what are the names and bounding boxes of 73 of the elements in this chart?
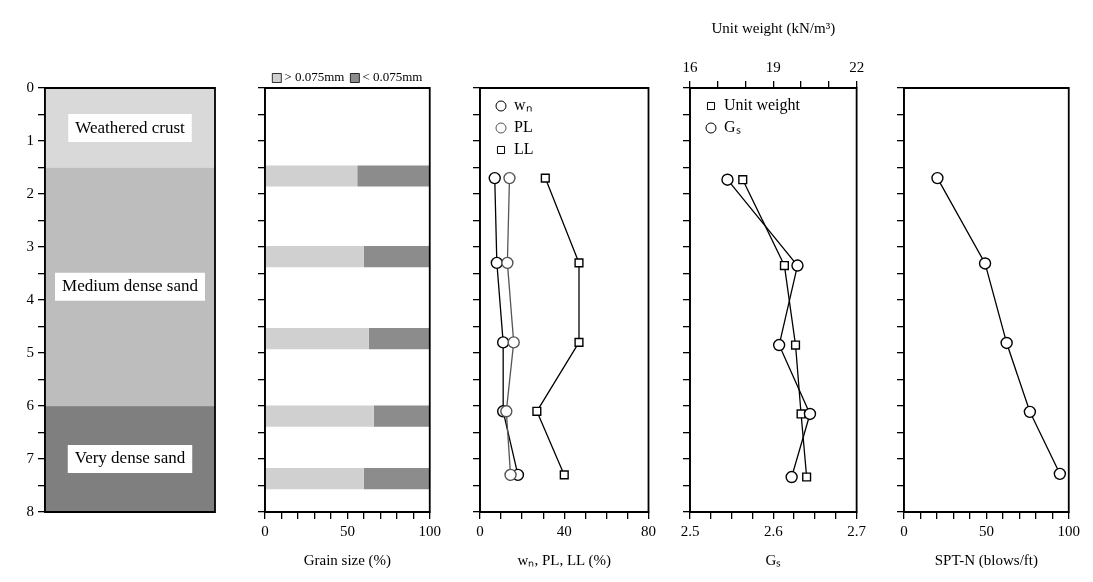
point: [721, 173, 734, 186]
x-tick-label: 2.7: [847, 522, 867, 539]
series-label: Weathered crust: [75, 117, 186, 137]
bar: [265, 405, 374, 427]
legend-label: < 0.075mm: [362, 69, 423, 85]
point: [540, 173, 550, 183]
point: [791, 259, 804, 272]
x-tick-label: 50: [339, 522, 355, 539]
x-tick-label: 0: [261, 522, 269, 539]
x-axis-title: SPT-N (blows/ft): [934, 551, 1038, 569]
point: [574, 258, 584, 268]
x2-tick-label: 22: [849, 58, 865, 75]
bar: [363, 245, 430, 268]
y-tick-label: 5: [26, 343, 34, 360]
point: [772, 338, 786, 352]
bar: [357, 165, 430, 187]
legend-label: > 0.075mm: [284, 69, 345, 85]
x-tick-label: 2.6: [763, 522, 784, 539]
point: [931, 171, 944, 185]
legend-label: PL: [514, 118, 533, 136]
x-axis-title: wₙ, PL, LL (%): [517, 551, 611, 569]
y-tick-label: 4: [26, 290, 35, 307]
point: [559, 470, 569, 480]
y-tick-label: 7: [26, 449, 35, 466]
bar: [265, 328, 369, 350]
point: [1053, 467, 1067, 481]
bar: [265, 165, 358, 187]
x2-tick-label: 16: [682, 58, 698, 75]
x-axis-title: Gₛ: [765, 551, 782, 568]
legend-label: LL: [514, 140, 534, 158]
legend-label: Unit weight: [724, 96, 801, 115]
point: [1000, 336, 1013, 350]
legend-label: wₙ: [514, 96, 532, 114]
y-tick-label: 6: [26, 396, 35, 413]
point: [501, 256, 514, 270]
bar: [368, 328, 430, 350]
x-tick-label: 0: [476, 522, 484, 539]
point: [978, 257, 992, 270]
bar: [45, 167, 215, 407]
legend-label: Gₛ: [724, 118, 741, 136]
point: [504, 468, 517, 482]
y-tick-label: 1: [26, 131, 34, 148]
series-label: Medium dense sand: [62, 276, 199, 296]
x2-tick-label: 19: [765, 58, 781, 75]
point: [507, 336, 520, 349]
point: [574, 337, 584, 347]
x-tick-label: 40: [556, 522, 572, 539]
point: [490, 256, 504, 270]
point: [496, 336, 510, 349]
point: [500, 405, 513, 418]
point: [785, 470, 798, 484]
bar: [363, 468, 430, 490]
x-tick-label: 50: [978, 522, 994, 539]
series-label: Very dense sand: [74, 448, 186, 468]
point: [503, 171, 516, 185]
bar: [373, 405, 430, 427]
x-tick-label: 100: [1057, 522, 1080, 539]
x2-axis-title: Unit weight (kN/m³): [711, 19, 836, 37]
point: [488, 171, 501, 185]
x-tick-label: 100: [418, 522, 441, 539]
x-tick-label: 80: [641, 522, 656, 539]
x-tick-label: 2.5: [680, 522, 700, 539]
x-tick-label: 0: [900, 522, 908, 539]
x-axis-title: Grain size (%): [303, 551, 392, 569]
point: [1023, 405, 1037, 419]
y-tick-label: 8: [26, 502, 34, 519]
point: [803, 407, 817, 421]
y-tick-label: 2: [26, 184, 34, 201]
y-tick-label: 3: [26, 237, 34, 254]
bar: [265, 468, 364, 490]
y-tick-label: 0: [26, 78, 34, 95]
point: [532, 406, 542, 416]
bar: [265, 245, 364, 268]
